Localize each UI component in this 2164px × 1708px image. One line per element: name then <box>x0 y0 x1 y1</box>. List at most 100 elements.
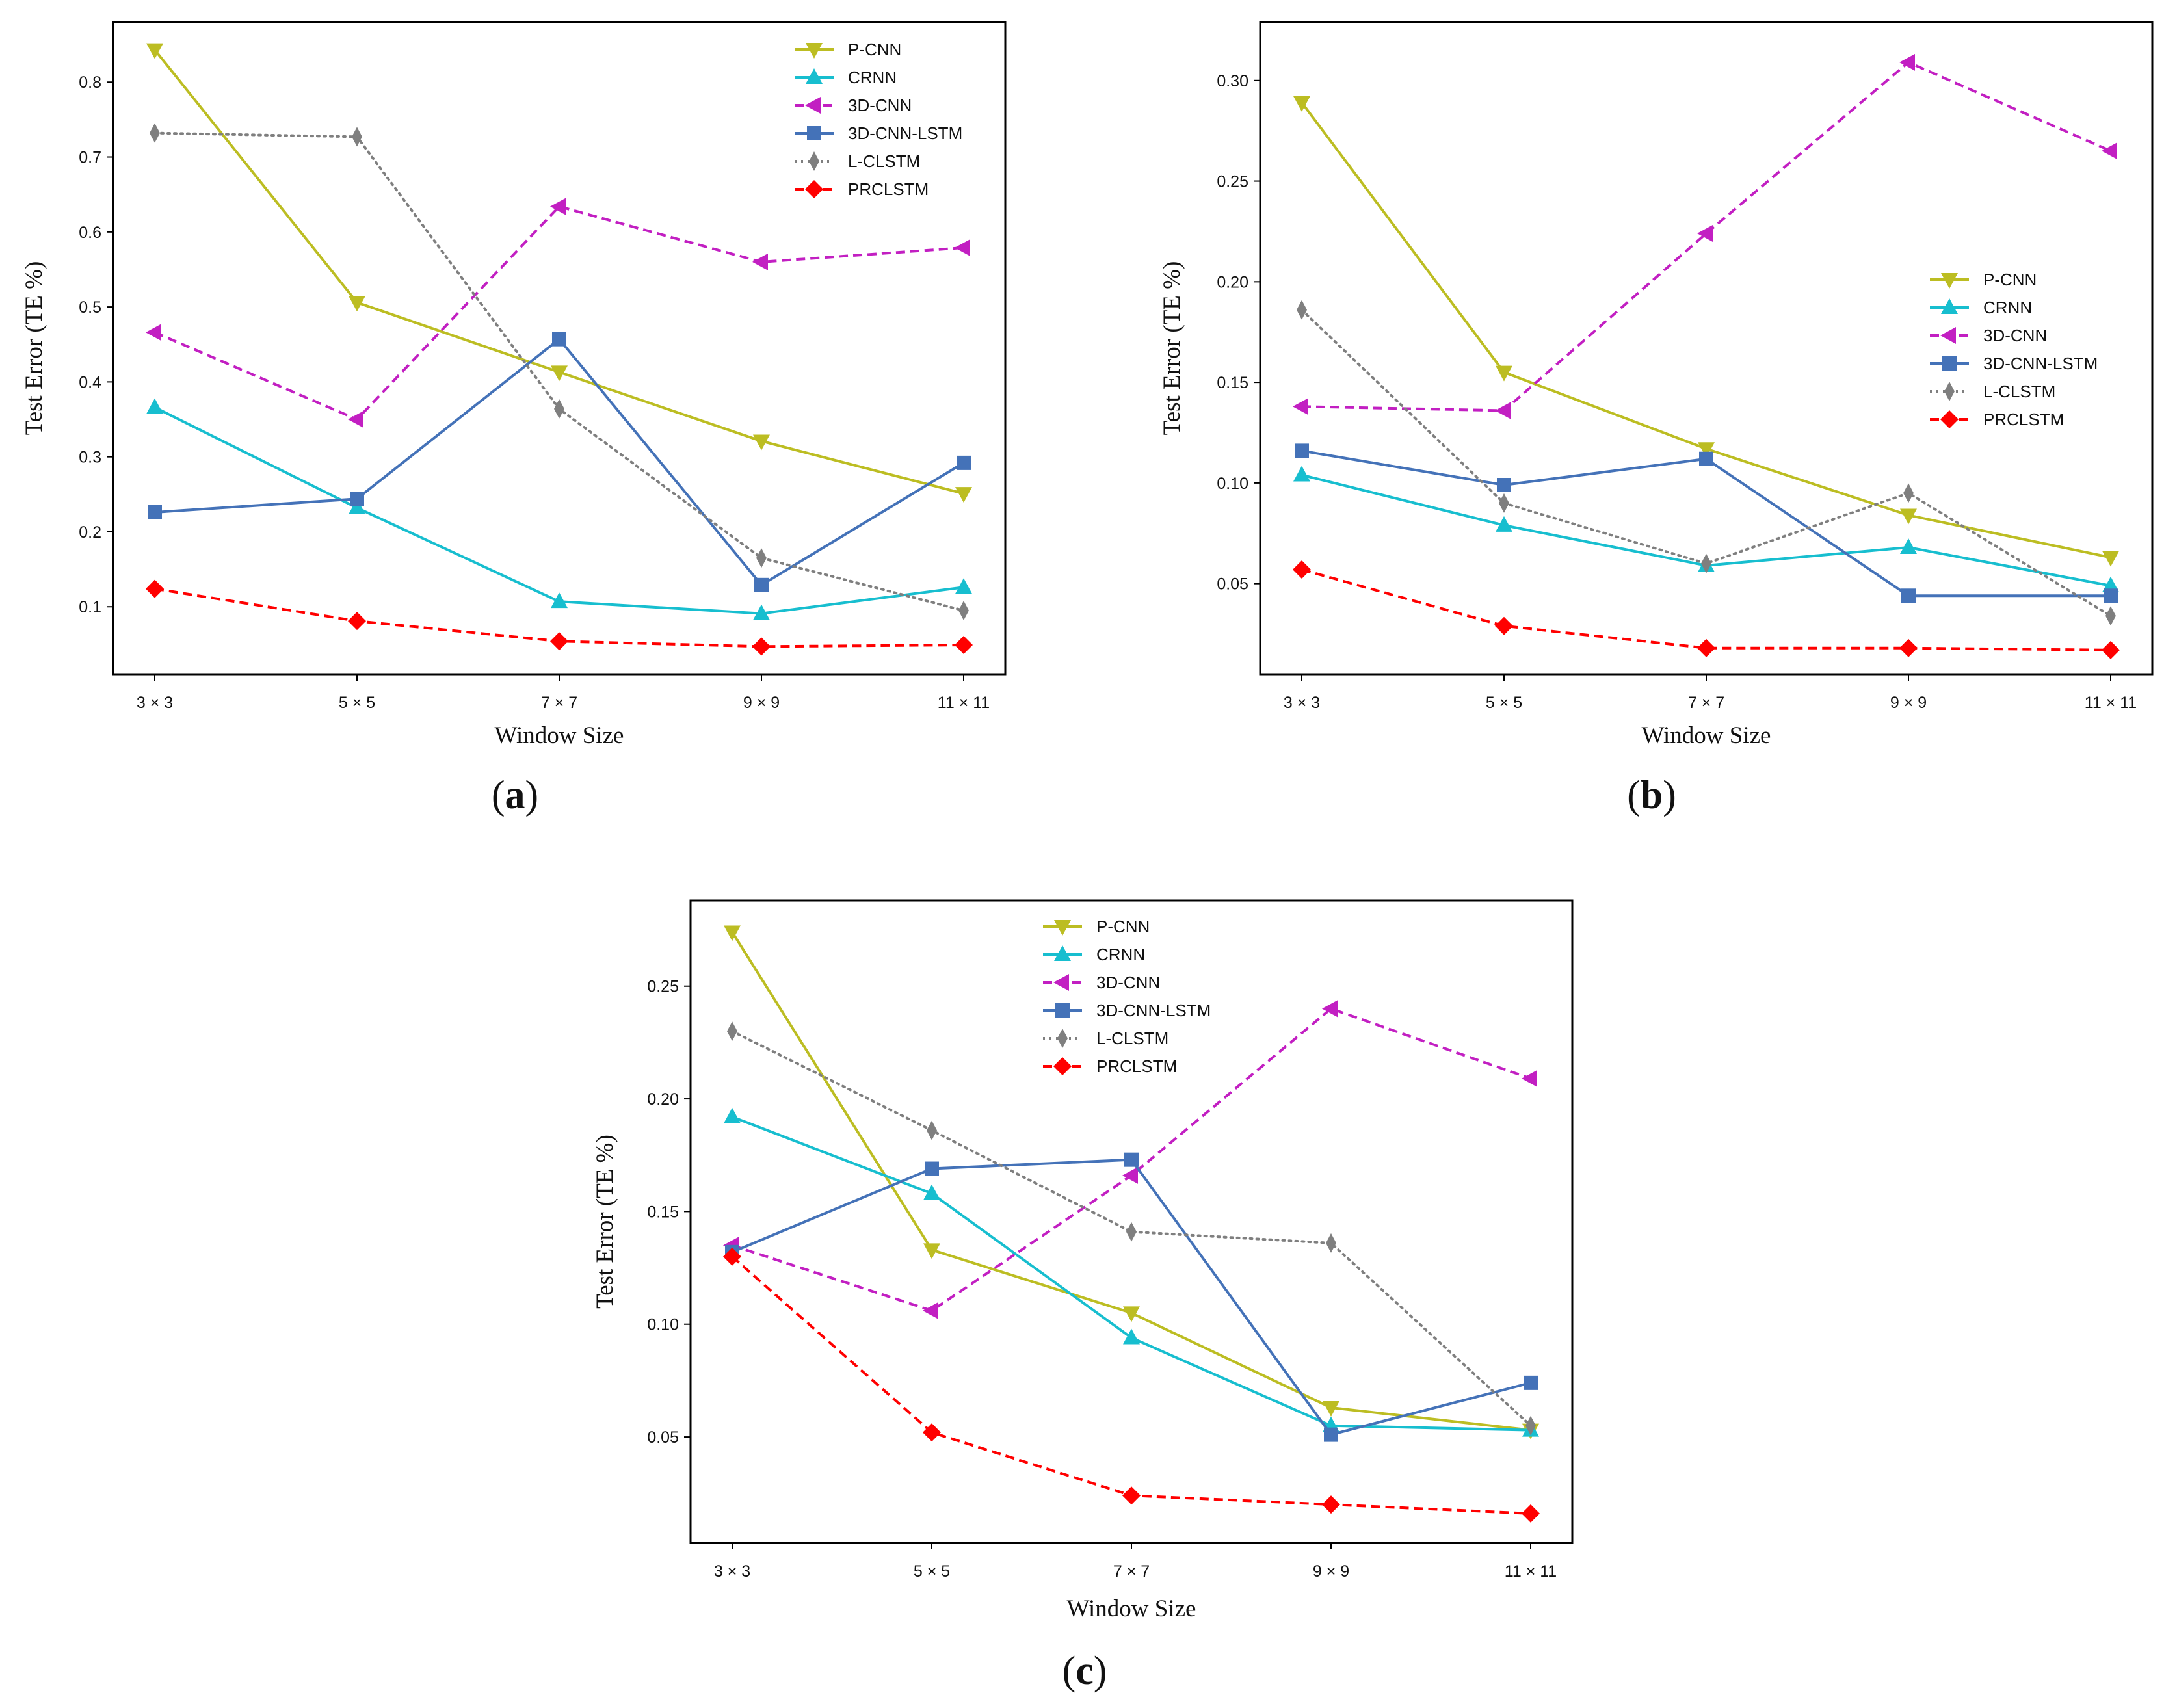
series-l-clstm <box>1297 300 2116 626</box>
legend-marker-l-clstm <box>1057 1029 1068 1048</box>
legend-marker-p-cnn <box>1941 273 1958 289</box>
series-3d-cnn-lstm <box>1295 443 2118 603</box>
data-point-3d-cnn-lstm <box>2104 588 2118 603</box>
y-tick-label: 0.4 <box>79 373 101 391</box>
legend-marker-crnn <box>806 68 823 84</box>
data-point-crnn <box>1123 1328 1140 1345</box>
data-point-3d-cnn <box>1293 398 1308 415</box>
data-point-prclstm <box>923 1423 941 1442</box>
data-point-3d-cnn <box>923 1302 938 1319</box>
data-point-p-cnn <box>2102 551 2119 567</box>
series-line-3d-cnn <box>1301 60 2111 412</box>
data-point-prclstm <box>1495 616 1513 635</box>
legend-marker-3d-cnn <box>805 97 821 114</box>
data-point-l-clstm <box>554 399 564 419</box>
data-point-prclstm <box>550 632 568 651</box>
legend-label-p-cnn: P-CNN <box>1096 917 1150 936</box>
data-point-l-clstm <box>927 1120 937 1140</box>
series-l-clstm <box>727 1021 1536 1436</box>
data-point-crnn <box>1900 538 1917 554</box>
y-tick-label: 0.05 <box>647 1428 679 1447</box>
data-point-3d-cnn-lstm <box>1295 443 1309 458</box>
panel-letter: c <box>1075 1649 1094 1693</box>
legend-label-prclstm: PRCLSTM <box>1096 1057 1177 1076</box>
legend-label-l-clstm: L-CLSTM <box>1983 382 2055 401</box>
data-point-3d-cnn <box>1322 1000 1338 1018</box>
data-point-prclstm <box>1122 1486 1141 1505</box>
data-point-l-clstm <box>1297 300 1307 320</box>
y-axis-label: Test Error (TE %) <box>21 261 47 436</box>
legend-marker-crnn <box>1054 945 1071 961</box>
data-point-crnn <box>1496 516 1512 532</box>
y-tick-label: 0.15 <box>647 1203 679 1221</box>
series-crnn <box>146 398 972 620</box>
x-tick-label: 7 × 7 <box>541 694 577 712</box>
data-point-p-cnn <box>1496 365 1512 382</box>
data-point-prclstm <box>1522 1504 1540 1523</box>
data-point-prclstm <box>955 636 973 655</box>
series-3d-cnn <box>146 198 970 428</box>
chart-panel-1: 0.1 0.2 0.3 0.4 0.5 0.6 0.7 0.8 3 × 3 5 × 5 7 × 7 9… <box>21 21 1007 817</box>
panel-paren-open: ( <box>1627 773 1641 817</box>
legend-label-crnn: CRNN <box>848 68 897 87</box>
data-point-3d-cnn-lstm <box>350 492 364 506</box>
legend-marker-3d-cnn <box>1053 974 1069 991</box>
data-point-3d-cnn-lstm <box>754 577 769 592</box>
legend-marker-p-cnn <box>806 43 823 59</box>
panel-caption: (a) <box>492 773 538 817</box>
data-point-crnn <box>753 604 770 620</box>
plot-frame <box>112 21 1007 676</box>
legend: P-CNN CRNN 3D-CNN 3D-CNN-LSTM L-CLSTM PRCLSTM <box>1930 270 2098 429</box>
x-tick-label: 9 × 9 <box>1890 694 1927 712</box>
series-line-prclstm <box>731 1255 1531 1515</box>
data-point-prclstm <box>146 579 164 598</box>
data-point-prclstm <box>348 612 366 631</box>
data-point-crnn <box>349 499 365 515</box>
legend-label-crnn: CRNN <box>1096 945 1145 964</box>
x-axis-label: Window Size <box>1642 722 1771 749</box>
data-point-3d-cnn-lstm <box>1524 1375 1538 1390</box>
data-point-3d-cnn-lstm <box>1699 451 1713 466</box>
data-point-p-cnn <box>724 925 741 941</box>
data-point-l-clstm <box>958 601 969 621</box>
legend-label-prclstm: PRCLSTM <box>1983 410 2064 429</box>
data-point-3d-cnn <box>1495 402 1511 419</box>
series-prclstm <box>1293 560 2120 659</box>
data-point-l-clstm <box>2105 606 2116 626</box>
x-tick-label: 5 × 5 <box>914 1562 950 1581</box>
x-tick-label: 5 × 5 <box>339 694 375 712</box>
y-tick-label: 0.5 <box>79 298 101 317</box>
series-3d-cnn <box>1293 53 2117 419</box>
data-point-l-clstm <box>352 127 362 147</box>
y-tick-label: 0.15 <box>1217 374 1248 392</box>
legend-marker-prclstm <box>1053 1057 1072 1075</box>
legend-marker-prclstm <box>1940 410 1959 428</box>
data-point-prclstm <box>1322 1495 1340 1514</box>
x-tick-label: 7 × 7 <box>1688 694 1724 712</box>
y-tick-label: 0.10 <box>647 1316 679 1334</box>
data-point-prclstm <box>1899 638 1918 657</box>
legend-label-prclstm: PRCLSTM <box>848 179 929 199</box>
y-tick-label: 0.8 <box>79 73 101 92</box>
data-point-l-clstm <box>1326 1233 1336 1253</box>
data-point-p-cnn <box>923 1243 940 1259</box>
y-tick-label: 0.10 <box>1217 475 1248 493</box>
data-point-prclstm <box>752 637 771 656</box>
panel-letter: a <box>505 773 525 817</box>
x-tick-label: 9 × 9 <box>743 694 780 712</box>
series-3d-cnn-lstm <box>725 1152 1538 1442</box>
series-line-3d-cnn-lstm <box>732 1158 1531 1436</box>
y-tick-label: 0.30 <box>1217 72 1248 90</box>
panel-letter: b <box>1641 773 1663 817</box>
data-point-prclstm <box>2102 640 2120 659</box>
series-line-p-cnn <box>153 49 964 495</box>
data-point-l-clstm <box>150 123 160 143</box>
y-tick-label: 0.20 <box>1217 273 1248 291</box>
plot-frame <box>689 899 1574 1544</box>
legend-marker-3d-cnn <box>1940 327 1956 344</box>
panel-caption: (c) <box>1062 1649 1107 1693</box>
data-point-3d-cnn <box>550 198 566 215</box>
legend: P-CNN CRNN 3D-CNN 3D-CNN-LSTM L-CLSTM PRCLSTM <box>795 40 962 199</box>
series-l-clstm <box>150 123 969 621</box>
data-point-p-cnn <box>955 487 972 503</box>
